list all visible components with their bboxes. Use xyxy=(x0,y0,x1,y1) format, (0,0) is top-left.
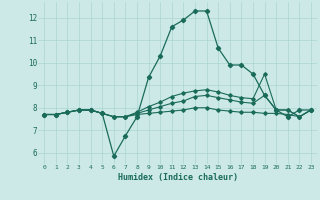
X-axis label: Humidex (Indice chaleur): Humidex (Indice chaleur) xyxy=(118,173,238,182)
